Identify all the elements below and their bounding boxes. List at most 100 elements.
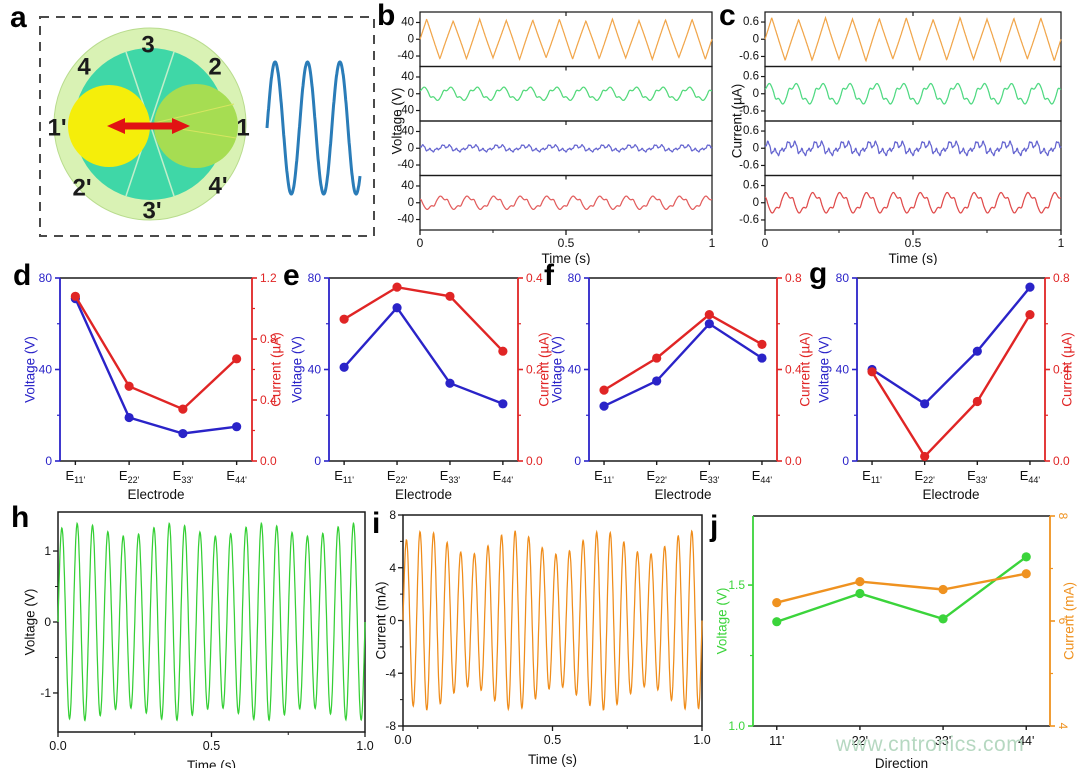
- data-point: [652, 376, 662, 386]
- series-line: [871, 286, 1031, 406]
- svg-text:Current (mA): Current (mA): [374, 581, 389, 659]
- svg-text:Time (s): Time (s): [187, 758, 236, 768]
- svg-text:-40: -40: [397, 159, 414, 171]
- panel-j-direction-chart: 1.0 1.5 4 6 8 11' 22' 33' 44' Direction Voltage (V…: [712, 506, 1080, 769]
- svg-text:40: 40: [401, 180, 414, 192]
- svg-text:1.5: 1.5: [728, 578, 745, 592]
- svg-text:4: 4: [77, 54, 91, 81]
- waveform-trace: [402, 529, 703, 712]
- svg-text:0.8: 0.8: [1053, 271, 1070, 285]
- svg-text:1': 1': [47, 115, 66, 142]
- svg-text:E11': E11': [862, 468, 882, 485]
- waveform-trace: [419, 17, 713, 62]
- data-point: [652, 353, 662, 363]
- svg-text:8: 8: [389, 508, 396, 522]
- svg-text:8: 8: [1056, 513, 1070, 520]
- series-line: [603, 313, 763, 392]
- svg-text:-40: -40: [397, 214, 414, 226]
- chart-svg: 8 4 0 -4 -80.0 0.5 1.0 Time (s) Current (mA): [374, 508, 711, 767]
- svg-text:40: 40: [401, 71, 414, 83]
- svg-text:1.0: 1.0: [693, 733, 710, 747]
- data-point: [70, 291, 80, 301]
- svg-text:0.0: 0.0: [1053, 454, 1070, 468]
- svg-text:0: 0: [842, 454, 849, 468]
- svg-text:40: 40: [39, 363, 53, 377]
- svg-text:0.5: 0.5: [558, 236, 575, 250]
- data-point: [124, 412, 134, 423]
- svg-text:-40: -40: [397, 50, 414, 62]
- chart-svg: 1 0 -1 0.0 0.5 1.0 Time (s) Voltage (V): [23, 511, 374, 769]
- waveform-trace: [420, 195, 713, 211]
- svg-text:E44': E44': [1020, 468, 1041, 485]
- data-point: [855, 588, 865, 599]
- svg-text:0: 0: [574, 454, 581, 468]
- svg-text:-8: -8: [385, 719, 396, 733]
- svg-text:0.2: 0.2: [526, 363, 543, 377]
- inner-ray: [149, 103, 235, 125]
- arrow-head-right: [172, 118, 190, 134]
- panel-label-g: g: [809, 257, 828, 290]
- svg-text:Current (µA): Current (µA): [798, 332, 813, 407]
- data-point: [232, 354, 242, 364]
- svg-text:80: 80: [568, 271, 582, 285]
- svg-text:0: 0: [417, 236, 424, 250]
- svg-text:Direction: Direction: [875, 756, 928, 768]
- svg-text:1.2: 1.2: [260, 271, 277, 285]
- data-point: [972, 396, 982, 407]
- panel-g-electrode-chart: 0 40 80 0.0 0.4 0.8 E11' E22' E33' E44' Electrode V…: [810, 266, 1080, 510]
- svg-text:Voltage (V): Voltage (V): [290, 336, 305, 403]
- schematic-svg: 3 2 1 4' 3' 2' 1' 4: [39, 16, 375, 237]
- svg-text:0.0: 0.0: [394, 733, 411, 747]
- svg-text:E22': E22': [646, 468, 667, 485]
- data-point: [938, 614, 948, 624]
- svg-text:-40: -40: [397, 105, 414, 117]
- svg-text:0: 0: [408, 142, 414, 154]
- svg-text:80: 80: [39, 271, 53, 285]
- data-point: [178, 428, 188, 439]
- svg-text:Current (mA): Current (mA): [1062, 582, 1077, 660]
- series-line: [74, 298, 237, 435]
- panel-label-h: h: [11, 501, 30, 534]
- data-point: [498, 399, 508, 409]
- waveform-trace: [764, 140, 1062, 157]
- series-line: [776, 572, 1027, 604]
- svg-text:0: 0: [762, 236, 769, 250]
- svg-text:40: 40: [568, 363, 582, 377]
- svg-text:Voltage (V): Voltage (V): [390, 88, 405, 155]
- svg-text:0.0: 0.0: [526, 454, 543, 468]
- waveform-trace: [57, 521, 366, 722]
- svg-text:2: 2: [208, 54, 221, 81]
- data-point: [339, 314, 349, 324]
- svg-text:0: 0: [753, 88, 759, 100]
- data-point: [1021, 552, 1031, 562]
- arrow-head-left: [107, 118, 125, 134]
- data-point: [599, 385, 609, 395]
- series-line: [343, 305, 504, 405]
- svg-text:0.6: 0.6: [743, 125, 759, 137]
- svg-text:80: 80: [308, 271, 322, 285]
- svg-text:33': 33': [935, 734, 951, 748]
- svg-text:E22': E22': [387, 468, 408, 485]
- svg-text:40: 40: [401, 16, 414, 28]
- panel-c-current-waveforms-chart: 0.6 0 -0.6 0.6 0 -0.6 0.6 0 -0.6 0.6 0 -0.6 0 0.5 1 Tim…: [722, 3, 1080, 266]
- svg-text:3': 3': [142, 198, 161, 225]
- subplot-frame: [764, 174, 1062, 231]
- chart-svg: 0 40 80 0.0 0.4 0.8 E11' E22' E33' E44' Electrode V…: [817, 271, 1075, 502]
- svg-text:0.4: 0.4: [785, 363, 802, 377]
- svg-text:0.5: 0.5: [203, 739, 220, 753]
- svg-text:40: 40: [836, 363, 850, 377]
- svg-text:Voltage (V): Voltage (V): [715, 588, 730, 655]
- data-point: [920, 399, 930, 409]
- svg-text:Voltage (V): Voltage (V): [817, 336, 832, 403]
- data-point: [445, 291, 455, 301]
- svg-text:E22': E22': [914, 468, 935, 485]
- data-point: [339, 362, 349, 372]
- chart-svg: 0 40 80 0.0 0.4 0.8 E11' E22' E33' E44' Electrode V…: [550, 271, 813, 502]
- chart-svg: 0.60-0.60.60-0.60.60-0.60.60-0.60 0.5 1Tim…: [730, 11, 1065, 266]
- svg-text:0: 0: [753, 197, 759, 209]
- svg-text:-0.6: -0.6: [739, 159, 759, 171]
- svg-text:E11': E11': [334, 468, 354, 485]
- svg-text:Current (µA): Current (µA): [730, 84, 745, 159]
- svg-text:11': 11': [769, 734, 784, 748]
